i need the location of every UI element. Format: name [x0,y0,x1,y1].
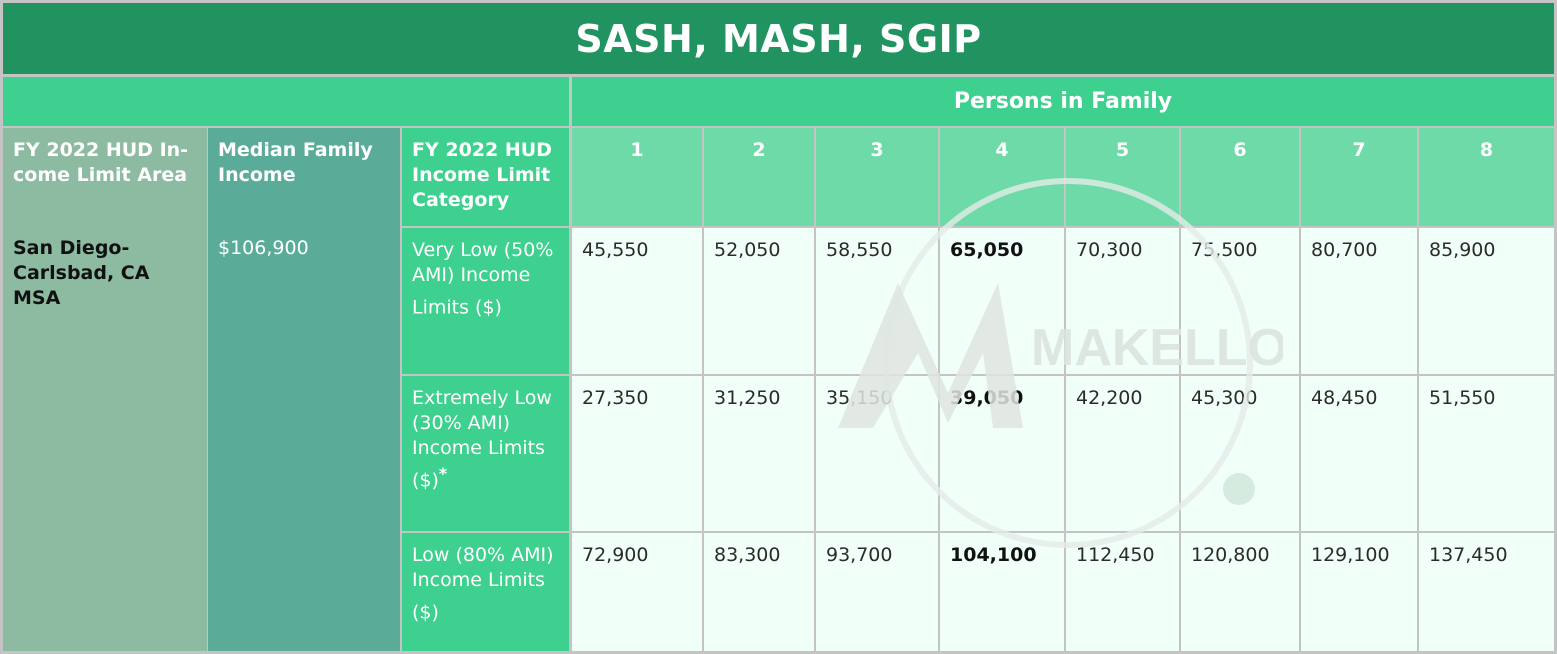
income-limit-value: 70,300 [1066,228,1179,374]
median-income-cell: $106,900 [208,226,400,651]
persons-column-7: 7 [1301,128,1417,226]
persons-column-8: 8 [1419,128,1554,226]
persons-column-5: 5 [1066,128,1179,226]
income-limit-value: 83,300 [704,533,814,651]
area-column-header: FY 2022 HUD In-come Limit Area [3,128,207,226]
persons-column-3: 3 [816,128,938,226]
category-label: Extremely Low (30% AMI) Income Limits ($… [412,387,552,492]
category-column-header: FY 2022 HUD Income Limit Category [402,128,569,226]
category-cell: Very Low (50% AMI) Income Limits ($) [402,228,569,374]
area-cell: San Diego-Carlsbad, CA MSA [3,226,207,651]
persons-column-4: 4 [940,128,1064,226]
income-limit-value: 104,100 [940,533,1064,651]
income-limit-value: 48,450 [1301,376,1417,531]
income-limit-value: 52,050 [704,228,814,374]
income-limit-value: 120,800 [1181,533,1299,651]
category-label: Very Low (50% AMI) Income Limits ($) [412,239,554,319]
income-limit-value: 75,500 [1181,228,1299,374]
income-limit-value: 31,250 [704,376,814,531]
income-limit-value: 65,050 [940,228,1064,374]
income-limit-value: 51,550 [1419,376,1554,531]
income-limit-value: 93,700 [816,533,938,651]
income-limit-value: 27,350 [572,376,702,531]
persons-column-2: 2 [704,128,814,226]
footnote-asterisk: * [438,464,448,483]
income-limit-value: 129,100 [1301,533,1417,651]
income-limit-value: 58,550 [816,228,938,374]
median-column-header: Median Family Income [208,128,400,226]
category-cell: Low (80% AMI) Income Limits ($) [402,533,569,651]
income-limit-value: 42,200 [1066,376,1179,531]
header-spacer [3,77,569,126]
table-title: SASH, MASH, SGIP [3,3,1554,74]
category-cell: Extremely Low (30% AMI) Income Limits ($… [402,376,569,531]
income-limit-value: 112,450 [1066,533,1179,651]
persons-in-family-header: Persons in Family [572,77,1554,126]
income-limit-value: 45,300 [1181,376,1299,531]
income-limit-value: 45,550 [572,228,702,374]
income-limit-value: 72,900 [572,533,702,651]
income-limit-value: 80,700 [1301,228,1417,374]
persons-column-1: 1 [572,128,702,226]
persons-column-6: 6 [1181,128,1299,226]
category-label: Low (80% AMI) Income Limits ($) [412,544,554,624]
income-limit-value: 137,450 [1419,533,1554,651]
income-limit-value: 39,050 [940,376,1064,531]
income-limit-value: 35,150 [816,376,938,531]
income-limit-value: 85,900 [1419,228,1554,374]
